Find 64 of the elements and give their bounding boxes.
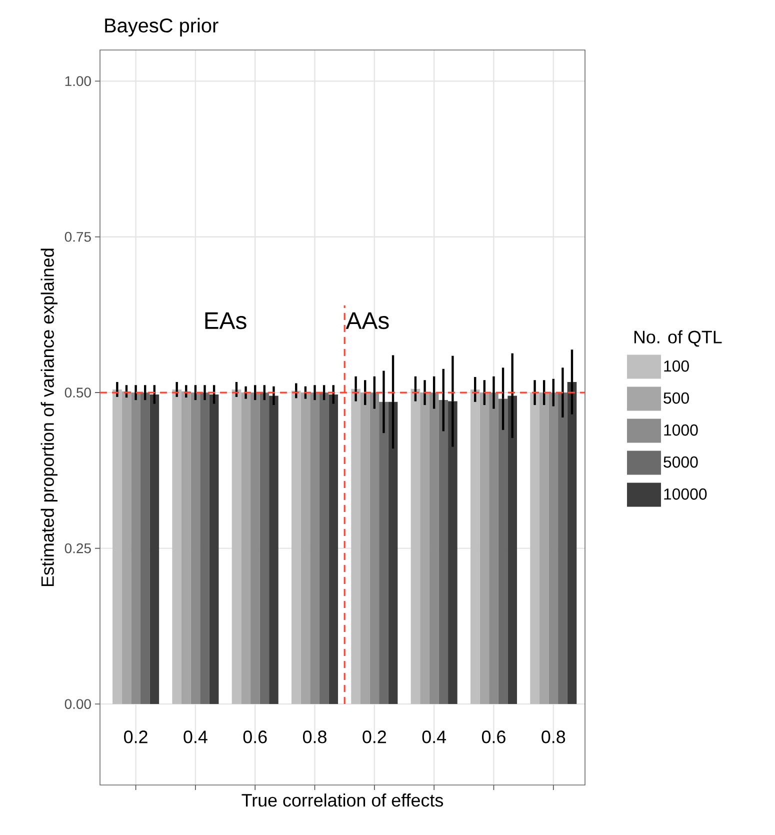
y-tick-label: 0.50 (64, 388, 91, 398)
y-axis-title: Estimated proportion of variance explained (40, 248, 58, 586)
bar (429, 392, 439, 704)
bar (530, 392, 540, 704)
legend-label: 5000 (664, 456, 698, 468)
bar (498, 398, 508, 704)
bar (370, 392, 380, 704)
x-tick-label: 0.6 (482, 730, 506, 744)
bar (480, 392, 490, 704)
bar (548, 392, 558, 704)
bar (291, 390, 301, 704)
bar (470, 389, 480, 704)
annotation: EAs (205, 312, 246, 330)
x-tick-label: 0.4 (422, 730, 446, 744)
bar (558, 392, 568, 704)
x-tick-label: 0.4 (184, 730, 208, 744)
legend-title: No. of QTL (634, 330, 722, 347)
x-tick-label: 0.8 (542, 730, 566, 744)
bar (379, 402, 388, 704)
legend-label: 1000 (664, 424, 698, 436)
bar (260, 392, 270, 704)
bar (328, 394, 338, 704)
x-tick-label: 0.2 (124, 730, 148, 744)
bar (508, 396, 517, 704)
x-tick-label: 0.2 (362, 730, 386, 744)
bar (310, 392, 320, 704)
bar (190, 392, 200, 704)
bar (567, 382, 577, 704)
bar (300, 392, 310, 704)
chart-title: BayesC prior (105, 18, 218, 36)
bar (489, 392, 498, 704)
bar (420, 392, 430, 704)
bar (131, 392, 140, 704)
annotation: AAs (346, 312, 389, 330)
bar (410, 388, 420, 704)
bar (150, 394, 160, 704)
legend-label: 500 (664, 392, 689, 404)
y-tick-label: 0.25 (64, 543, 91, 554)
bar (172, 389, 182, 704)
y-tick-label: 0.75 (64, 232, 91, 242)
bar (181, 391, 191, 704)
y-tick-label: 0.00 (64, 699, 91, 709)
bar (209, 394, 219, 704)
bar (438, 400, 448, 704)
bar (200, 392, 210, 704)
bar (241, 392, 250, 704)
bar (250, 392, 260, 704)
bar (122, 391, 132, 704)
x-tick-label: 0.8 (303, 730, 326, 744)
bar (140, 392, 150, 704)
legend-label: 10000 (664, 488, 707, 500)
bar (112, 389, 122, 704)
bar (388, 402, 398, 704)
bar (269, 396, 278, 704)
x-tick-label: 0.6 (243, 730, 267, 744)
bar (360, 392, 370, 704)
y-tick-label: 1.00 (65, 76, 91, 86)
legend-label: 100 (664, 360, 689, 372)
bar (448, 401, 458, 704)
bar (351, 388, 360, 704)
bar (232, 389, 242, 704)
x-axis-title: True correlation of effects (242, 794, 444, 807)
bar (539, 392, 549, 704)
bar (319, 392, 329, 704)
